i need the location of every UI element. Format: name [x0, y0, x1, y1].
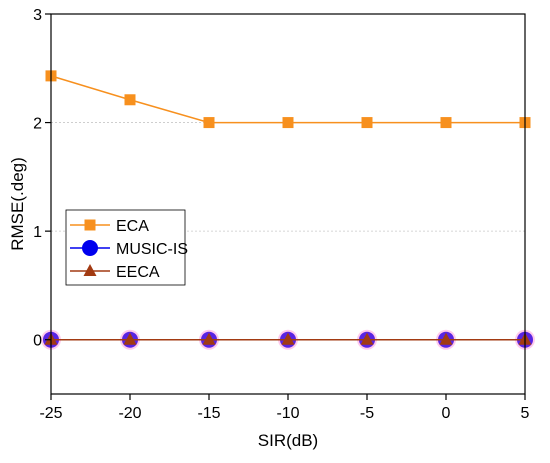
x-tick-label: 0	[442, 405, 451, 422]
data-point-eca	[282, 117, 294, 129]
series-eca	[45, 70, 531, 129]
series-line-eca	[50, 75, 525, 124]
x-tick-label: 5	[521, 405, 530, 422]
data-point-eca	[440, 117, 452, 129]
data-point-eeca	[439, 332, 453, 345]
legend-label: ECA	[116, 218, 149, 235]
x-tick-label: -20	[118, 405, 141, 422]
y-tick-label: 2	[33, 116, 42, 133]
x-tick-label: -5	[360, 405, 374, 422]
legend-marker	[84, 219, 96, 231]
axis-ticks: -25 -20 -15 -10 -5 0 5 0 1 2 3	[33, 7, 529, 422]
data-point-eeca	[123, 332, 137, 345]
data-point-eeca	[360, 332, 374, 345]
y-tick-label: 1	[33, 224, 42, 241]
data-point-eca	[361, 117, 373, 129]
y-tick-label: 0	[33, 333, 42, 350]
data-point-eca	[203, 117, 215, 129]
data-point-eca	[124, 94, 136, 106]
y-tick-label: 3	[33, 7, 42, 24]
x-axis-label: SIR(dB)	[258, 431, 318, 450]
legend-item-music-is: MUSIC-IS	[70, 240, 188, 258]
x-tick-label: -25	[39, 405, 62, 422]
data-point-eeca	[202, 332, 216, 345]
x-tick-label: -10	[276, 405, 299, 422]
data-point-eeca	[281, 332, 295, 345]
legend-item-eeca: EECA	[70, 264, 160, 281]
x-tick-label: -15	[197, 405, 220, 422]
legend-marker	[82, 240, 98, 256]
legend-item-eca: ECA	[70, 218, 149, 235]
legend-marker	[83, 264, 97, 276]
legend-label: MUSIC-IS	[116, 241, 188, 258]
legend: ECA MUSIC-IS EECA	[65, 209, 188, 286]
y-axis-label: RMSE(.deg)	[8, 157, 27, 251]
series-eeca	[41, 329, 535, 350]
legend-label: EECA	[116, 264, 160, 281]
